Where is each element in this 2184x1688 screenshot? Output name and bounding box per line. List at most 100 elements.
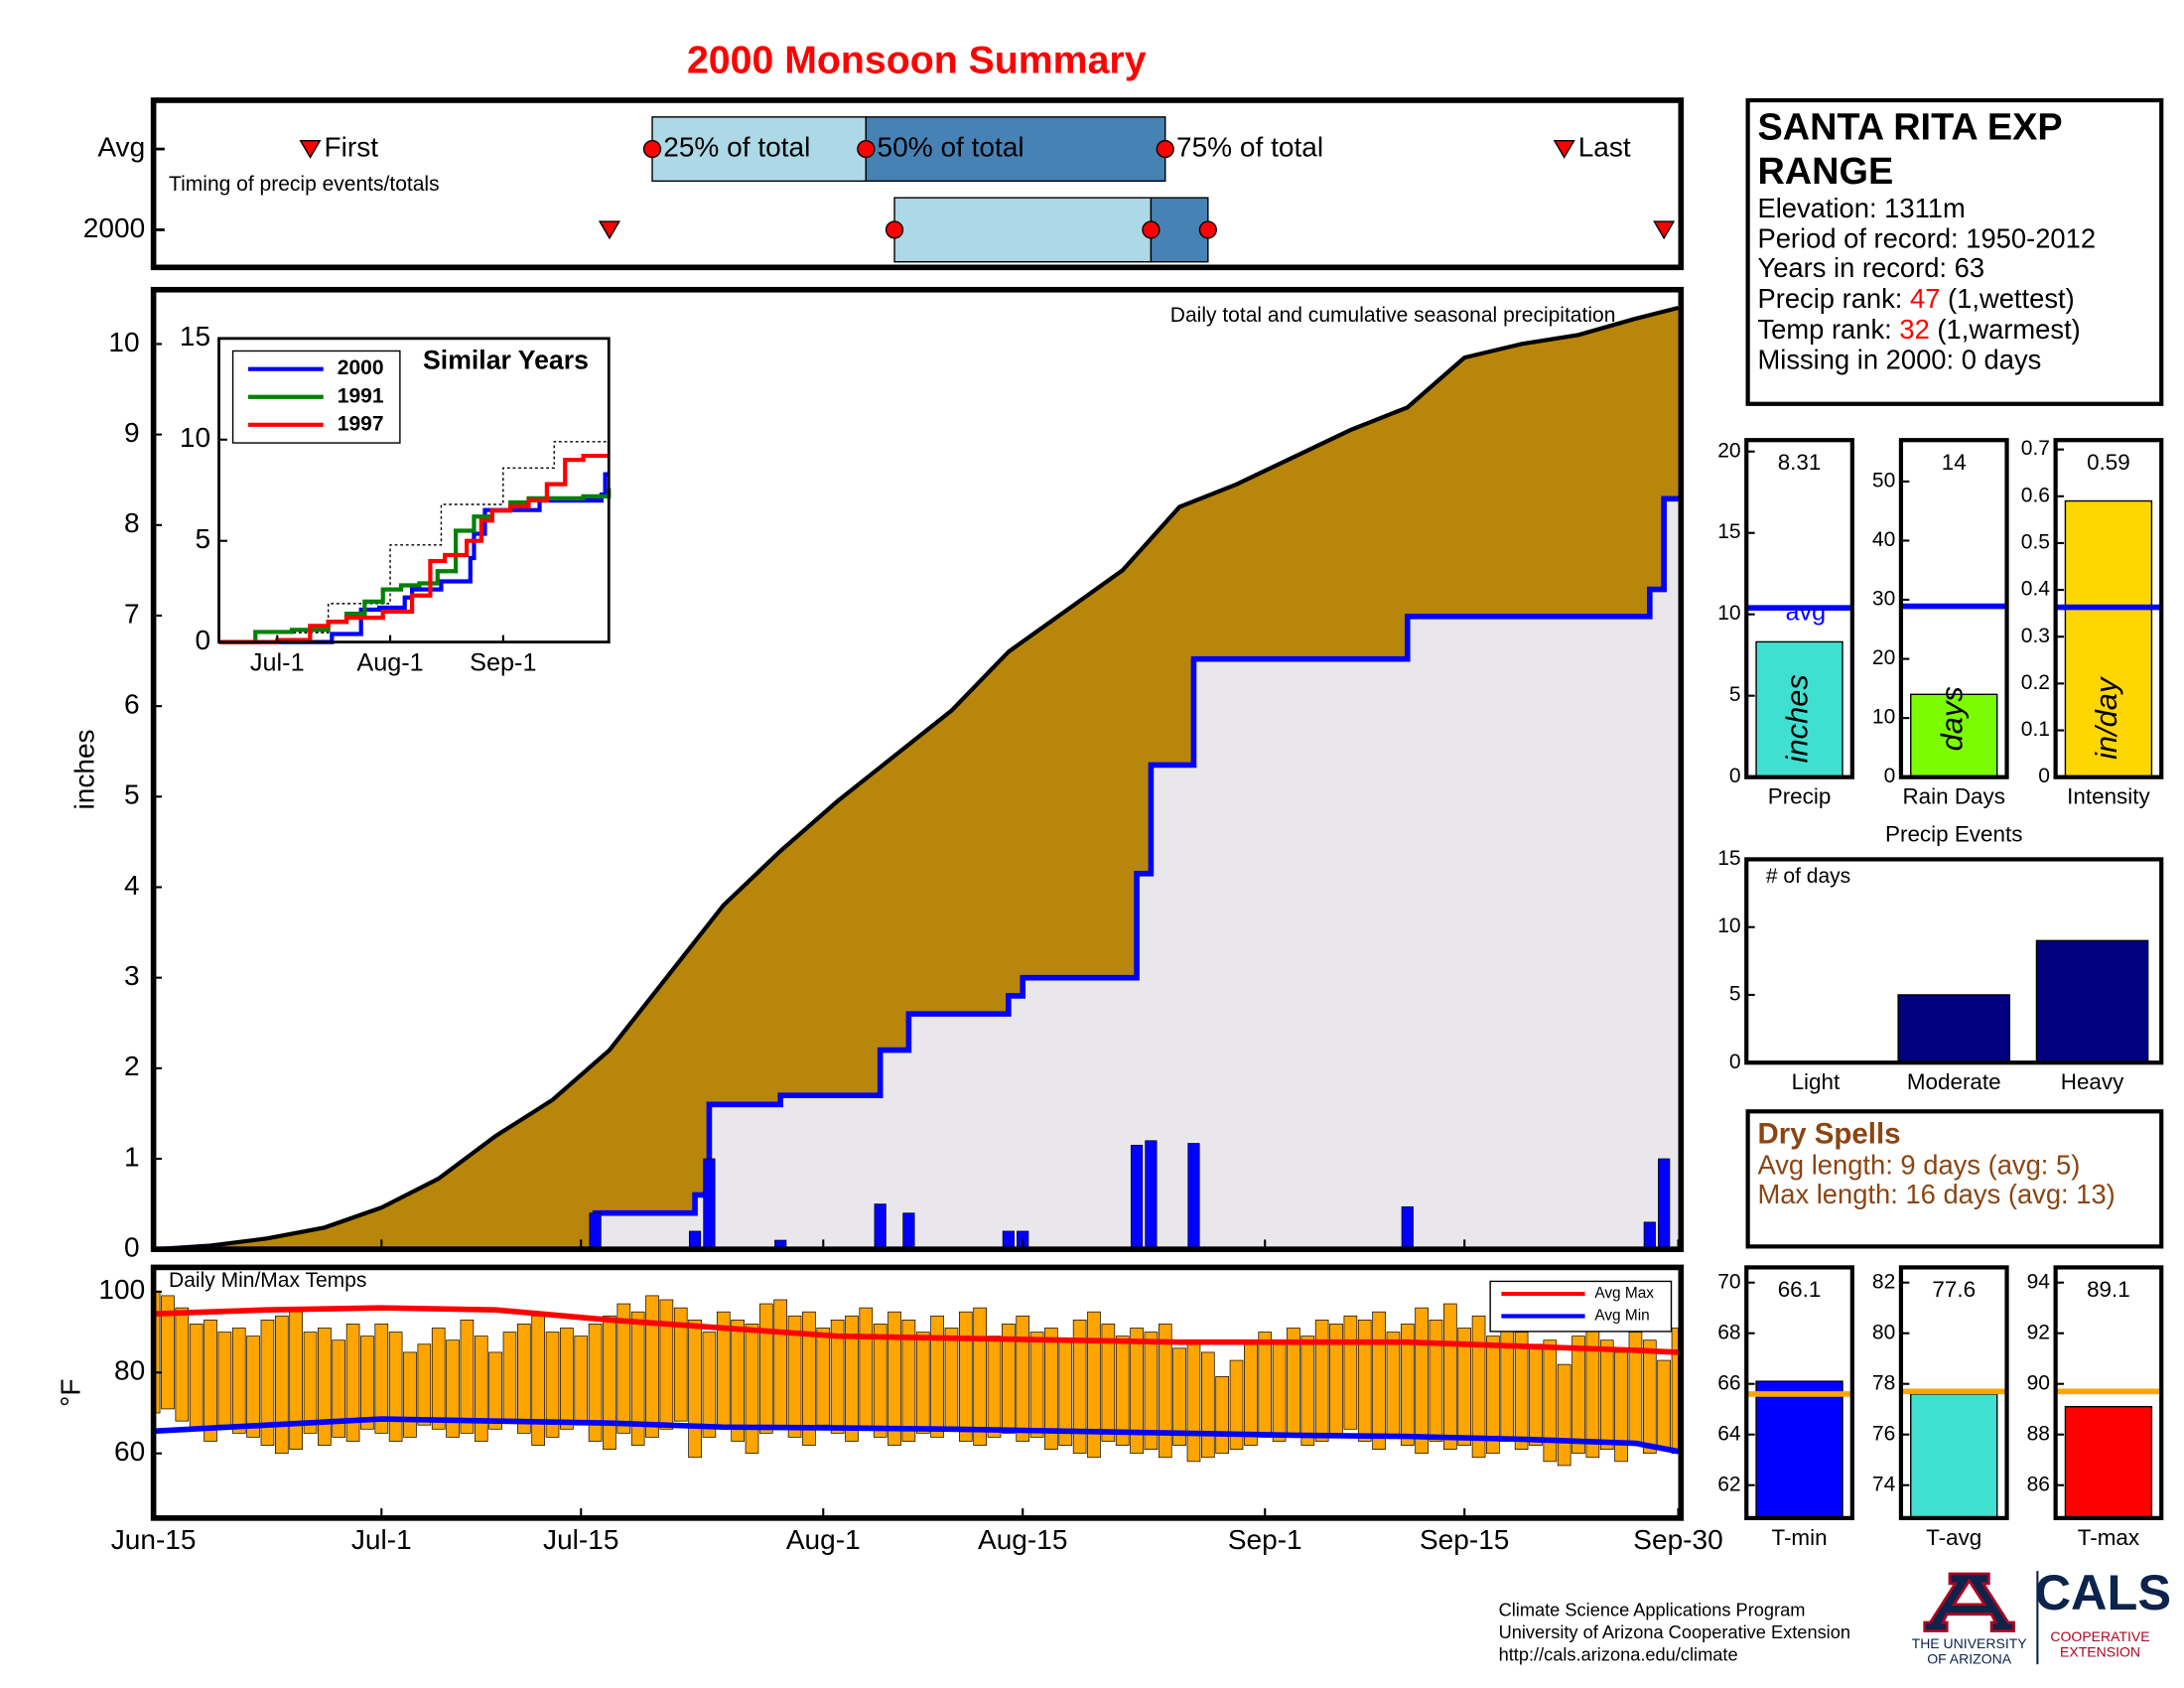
temp-bar [474,1336,488,1442]
temp-bar [1642,1339,1657,1455]
temp-bar [859,1307,874,1430]
plot-border [1898,1265,2009,1520]
category-label: T-min [1771,1525,1827,1550]
rank-label: Temp rank: [1757,315,1892,346]
temp-bar [1186,1339,1201,1463]
temp-bar [1115,1336,1130,1446]
station-info: SANTA RITA EXP RANGE Elevation: 1311m Pe… [1757,106,2158,377]
year-line [218,453,610,644]
y-tick-label: 0.1 [2021,718,2050,741]
year-line [218,431,610,643]
rank-note: (1,wettest) [1948,284,2075,316]
daily-bar [703,1158,716,1250]
y-tick-label: 0.6 [2021,484,2050,506]
temp-bar [1144,1332,1159,1451]
temp-bar [345,1324,360,1442]
y-tick-label: 5 [196,523,211,554]
temp-bar [332,1339,346,1438]
temp-bar [1557,1363,1571,1467]
temp-bar [1429,1319,1443,1442]
dry-spells: Dry Spells Avg length: 9 days (avg: 5) M… [1757,1118,2158,1211]
marker-label: 50% of total [878,131,1024,162]
dry-spells-text: Dry Spells Avg length: 9 days (avg: 5) M… [1757,1118,2158,1211]
y-tick-label: 100 [98,1274,145,1305]
footer-line: Climate Science Applications Program [1499,1600,1806,1620]
temp-bar [958,1311,973,1442]
footer-line: University of Arizona Cooperative Extens… [1499,1621,1850,1642]
event-marker [1553,139,1575,159]
y-tick-label: 0.4 [2021,578,2051,601]
y-tick-label: 0.5 [2021,531,2050,554]
temp-bar [574,1336,589,1426]
plot-border [217,337,611,644]
x-tick-label: Jul-1 [351,1524,412,1555]
annotation: Daily total and cumulative seasonal prec… [1170,304,1616,327]
temp-bar [688,1319,702,1459]
temp-bar [1657,1359,1671,1451]
gauge-bar [2064,1405,2153,1519]
daily-bar [874,1203,887,1250]
average-outline [153,305,1680,1252]
y-tick-label: 0.2 [2021,671,2050,694]
inset-title: Similar Years [423,346,589,375]
temp-bar [1514,1332,1529,1451]
temp-bar [603,1315,616,1451]
temp-bar [431,1328,446,1430]
station-line: Missing in 2000: 0 days [1757,345,2042,376]
temp-bar [260,1319,275,1446]
temp-bar [1357,1319,1372,1442]
average-label: avg [1786,598,1827,626]
y-tick-label: 90 [2027,1371,2050,1394]
dry-spells-title: Dry Spells [1757,1118,1901,1151]
station-name: SANTA RITA EXP RANGE [1757,105,2062,193]
extension-text: COOPERATIVE [2050,1628,2149,1644]
y-tick-label: 10 [108,327,139,357]
extension-text: EXTENSION [2060,1644,2140,1660]
y-tick-label: 15 [180,321,210,352]
y-tick-label: 76 [1872,1422,1895,1445]
value-label: 77.6 [1932,1277,1976,1302]
legend-label: 1991 [338,384,384,407]
y-axis-label: °F [56,1378,86,1406]
station-line: Years in record: 63 [1757,253,1985,285]
plot-border [150,1264,1685,1521]
temp-bar [246,1336,260,1438]
y-tick-label: 0.7 [2021,437,2050,460]
temp-bar [702,1332,717,1438]
season-area [153,498,1679,1250]
temp-bar [930,1315,944,1438]
y-tick-label: 15 [1717,847,1740,870]
temp-bar [560,1328,574,1430]
station-text: SANTA RITA EXP RANGE Elevation: 1311m Pe… [1757,106,2158,377]
y-tick-label: 92 [2027,1321,2050,1343]
rank-value: 32 [1899,315,1930,346]
plot-border [1744,857,2164,1065]
cals-text: CALS [2035,1564,2171,1620]
marker-label: Last [1578,131,1631,162]
daily-bar [1187,1143,1200,1250]
y-tick-label: 5 [1729,983,1741,1006]
temp-bar [502,1332,517,1422]
legend-label: 1997 [338,412,384,435]
temp-bar [1599,1339,1614,1451]
temp-bar [1029,1332,1044,1438]
legend-box [1489,1280,1673,1333]
temp-bar [360,1336,374,1430]
y-tick-label: 10 [180,422,210,453]
temp-bar [1201,1351,1215,1459]
row-label: Avg [97,131,145,162]
y-tick-label: 40 [1872,528,1895,551]
footer-line: http://cals.arizona.edu/climate [1499,1644,1738,1665]
y-tick-label: 78 [1872,1371,1895,1394]
y-tick-label: 0 [1729,1051,1741,1073]
y-tick-label: 0 [124,1232,140,1263]
y-tick-label: 68 [1717,1321,1740,1343]
y-tick-label: 10 [1717,914,1740,937]
value-label: 66.1 [1778,1277,1822,1302]
plot-border [150,97,1685,271]
legend-label: Avg Min [1594,1308,1649,1325]
plot-border [2053,1265,2164,1520]
daily-bar [589,1212,602,1250]
temp-bar [1300,1336,1315,1446]
plot-border [1744,438,1854,779]
